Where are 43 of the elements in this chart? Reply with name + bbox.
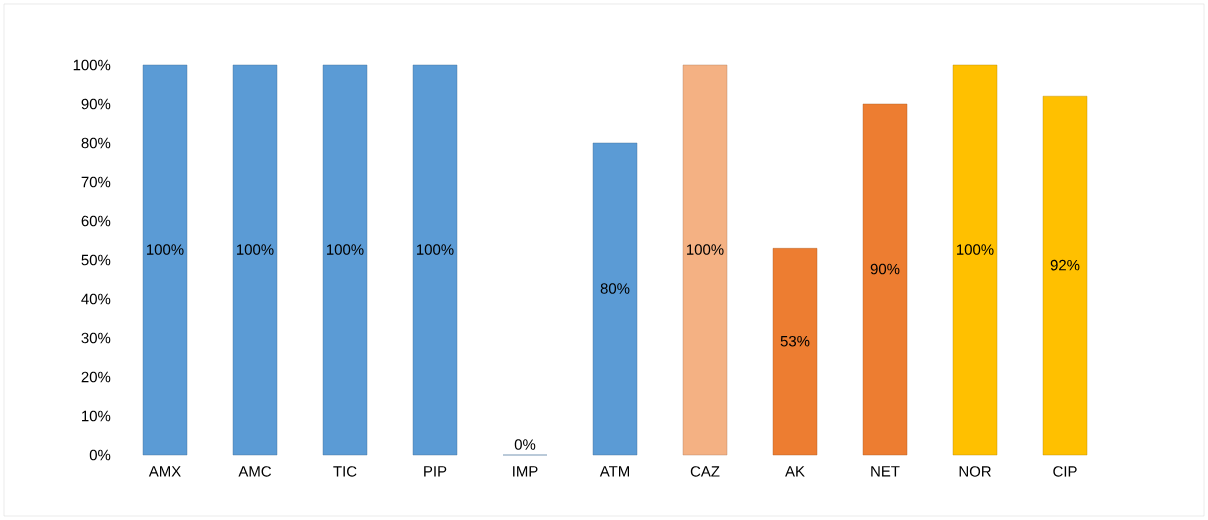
data-label: 92% [1050,259,1080,271]
y-tick-label: 70% [81,176,111,188]
data-label: 90% [870,263,900,275]
y-tick-label: 30% [81,332,111,344]
data-label: 0% [514,439,536,450]
x-tick-label: ATM [599,466,629,477]
bar [232,64,278,456]
bar [142,64,188,456]
data-label: 100% [327,244,364,255]
data-label: 100% [147,244,184,255]
data-label: 53% [780,335,810,347]
y-tick-label: 60% [81,215,111,227]
y-tick-label: 80% [81,137,111,149]
bar [952,64,998,456]
y-tick-label: 50% [81,254,111,266]
y-tick-label: 90% [81,98,111,110]
y-tick-label: 10% [82,410,111,422]
data-label: 100% [417,244,454,255]
x-tick-label: CAZ [690,466,720,477]
x-tick-label: TIC [333,466,357,477]
data-label: 100% [957,244,994,255]
bar [682,64,728,456]
bar [862,103,908,456]
y-tick-label: 100% [73,59,111,71]
y-tick-label: 0% [89,449,111,461]
y-tick-label: 40% [81,293,111,305]
x-tick-label: NOR [959,466,991,477]
x-tick-label: AK [785,466,805,477]
bar [772,248,818,456]
x-tick-label: NET [871,466,900,477]
x-tick-label: PIP [424,466,447,477]
bar [322,64,368,456]
x-tick-label: CIP [1053,466,1077,477]
y-tick-label: 20% [81,371,111,383]
x-tick-label: AMC [238,466,272,477]
bar [1042,96,1088,456]
bar [592,142,638,456]
data-label: 100% [687,244,724,255]
x-tick-label: IMP [513,466,538,477]
data-label: 100% [237,244,274,255]
data-label: 80% [600,283,630,294]
x-tick-label: AMX [148,466,181,477]
bar [412,64,458,456]
